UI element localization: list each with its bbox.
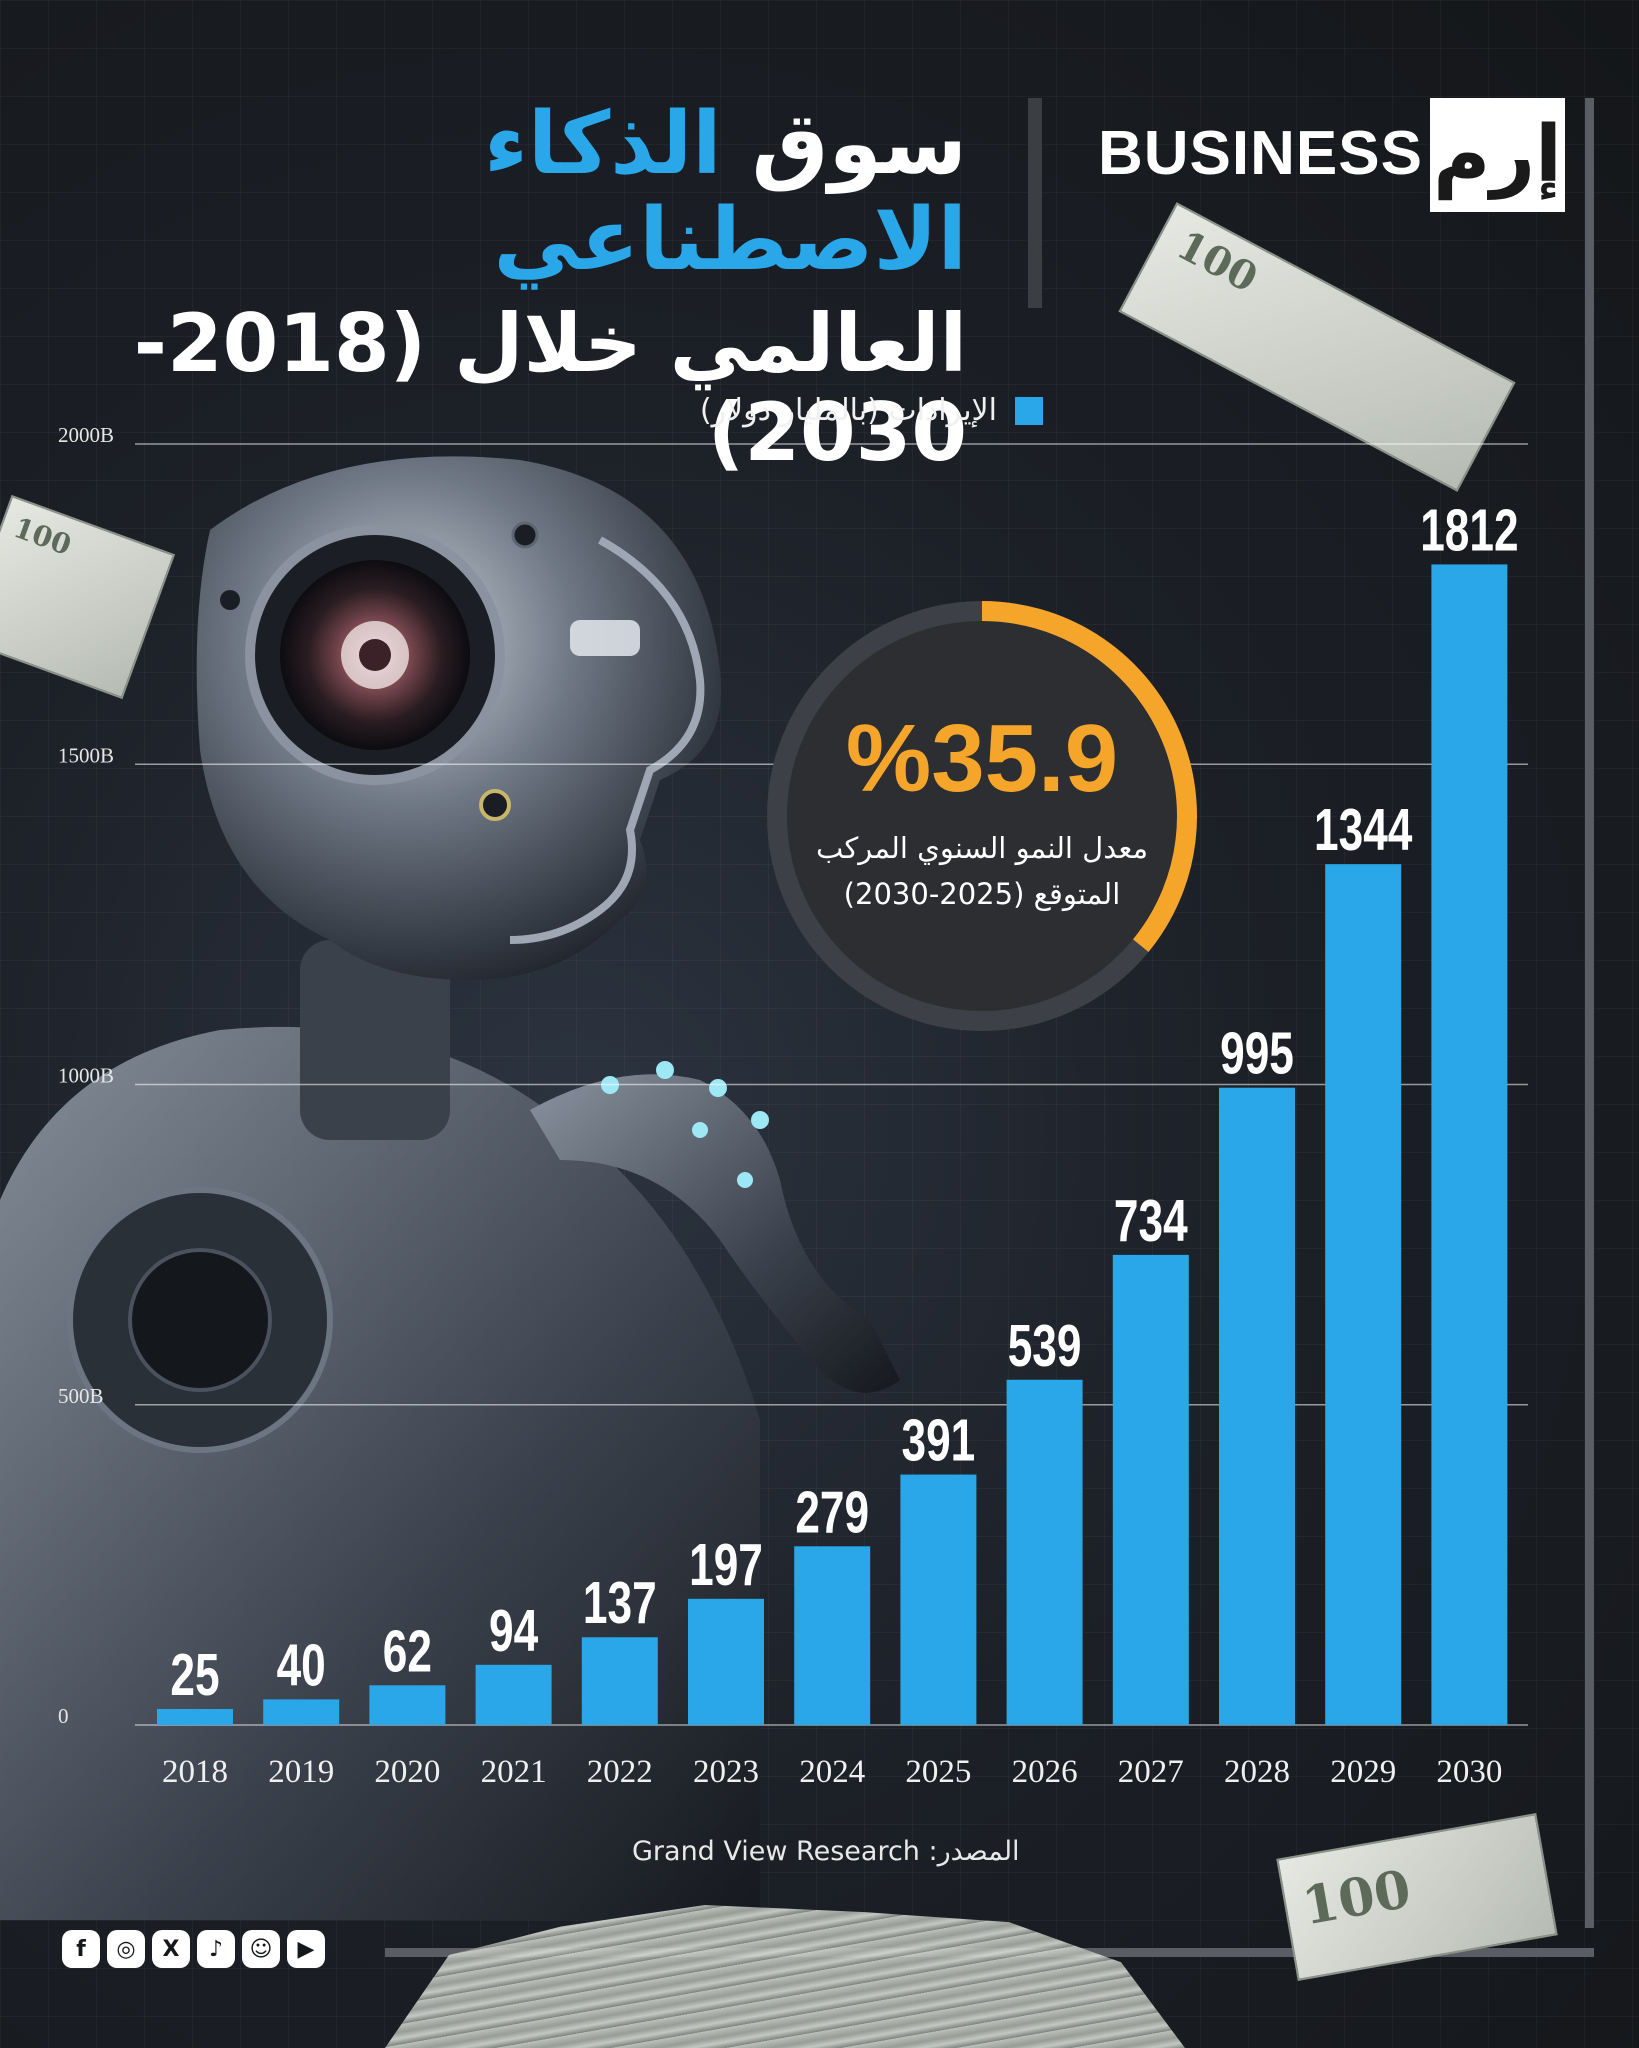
bar-value-label: 137 xyxy=(583,1570,657,1637)
bar xyxy=(1006,1379,1083,1725)
legend-swatch xyxy=(1015,396,1043,425)
instagram-icon[interactable]: ◎ xyxy=(107,1930,145,1968)
cagr-label-line1: معدل النمو السنوي المركب xyxy=(816,831,1148,865)
bar-value-label: 197 xyxy=(689,1531,763,1598)
bar-value-label: 995 xyxy=(1220,1020,1294,1087)
header-separator xyxy=(1028,98,1042,308)
cagr-ring: %35.9 معدل النمو السنوي المركب المتوقع (… xyxy=(767,601,1197,1031)
logo-mark: إرم xyxy=(1430,98,1565,212)
x-tick-label: 2018 xyxy=(162,1754,228,1790)
source-note: المصدر: Grand View Research xyxy=(632,1836,1020,1867)
bar xyxy=(581,1637,658,1725)
title-word: سوق xyxy=(751,94,967,194)
bar-value-label: 62 xyxy=(383,1618,432,1685)
x-tick-label: 2025 xyxy=(905,1754,971,1790)
tiktok-icon[interactable]: ♪ xyxy=(197,1930,235,1968)
bar-value-label: 25 xyxy=(170,1642,219,1709)
logo-text: BUSINESS xyxy=(1098,119,1423,188)
bar-value-label: 40 xyxy=(277,1632,326,1699)
youtube-icon[interactable]: ▶ xyxy=(287,1930,325,1968)
page-title: سوق الذكاء الاصطناعي العالمي خلال (2018-… xyxy=(0,96,967,478)
y-tick-label: 1500B xyxy=(58,743,114,767)
bar xyxy=(475,1664,552,1725)
title-highlight: الذكاء الاصطناعي xyxy=(483,94,967,291)
x-tick-label: 2028 xyxy=(1224,1754,1290,1790)
x-tick-label: 2021 xyxy=(481,1754,547,1790)
bar xyxy=(688,1598,764,1725)
bar-value-label: 734 xyxy=(1114,1187,1188,1254)
bar xyxy=(263,1699,340,1725)
cagr-label-line2: المتوقع (2025-2030) xyxy=(844,877,1121,911)
x-icon[interactable]: X xyxy=(152,1930,190,1968)
x-tick-label: 2023 xyxy=(693,1754,759,1790)
legend: الإيرادات (بالمليار دولار) xyxy=(700,393,1043,428)
bar-value-label: 391 xyxy=(902,1407,976,1474)
social-icons: f ◎ X ♪ ☺ ▶ xyxy=(62,1930,325,1968)
y-tick-label: 2000B xyxy=(58,423,114,447)
cagr-value: %35.9 xyxy=(846,705,1118,812)
x-tick-label: 2019 xyxy=(268,1754,334,1790)
bar xyxy=(1325,864,1402,1725)
x-tick-label: 2020 xyxy=(374,1754,440,1790)
bar xyxy=(369,1685,446,1725)
y-tick-label: 1000B xyxy=(58,1064,114,1088)
robot-illustration xyxy=(0,456,900,1920)
snapchat-icon[interactable]: ☺ xyxy=(242,1930,280,1968)
bar xyxy=(1219,1087,1295,1725)
bar xyxy=(1112,1254,1189,1725)
bar xyxy=(794,1546,871,1725)
x-tick-label: 2024 xyxy=(799,1754,865,1790)
x-tick-label: 2026 xyxy=(1012,1754,1078,1790)
x-tick-label: 2027 xyxy=(1118,1754,1184,1790)
bar-value-label: 539 xyxy=(1008,1312,1082,1379)
bar xyxy=(900,1474,977,1725)
facebook-icon[interactable]: f xyxy=(62,1930,100,1968)
bar-value-label: 1344 xyxy=(1314,797,1412,864)
legend-label: الإيرادات (بالمليار دولار) xyxy=(699,393,997,428)
bar-value-label: 1812 xyxy=(1420,497,1518,564)
bar xyxy=(1431,564,1508,1725)
cagr-ring-arc xyxy=(981,601,1197,952)
bar-value-label: 94 xyxy=(489,1597,538,1664)
y-tick-label: 0 xyxy=(58,1704,69,1728)
bar-value-label: 279 xyxy=(795,1479,869,1546)
frame-right-border xyxy=(1585,98,1594,1928)
title-line-1: سوق الذكاء الاصطناعي xyxy=(0,96,967,289)
y-tick-label: 500B xyxy=(58,1384,104,1408)
x-tick-label: 2030 xyxy=(1436,1754,1502,1790)
x-tick-label: 2022 xyxy=(587,1754,653,1790)
cagr-ring-background xyxy=(777,611,1187,1021)
bar xyxy=(157,1708,233,1725)
title-line-2: العالمي خلال (2018-2030) xyxy=(133,296,967,480)
x-tick-label: 2029 xyxy=(1330,1754,1396,1790)
